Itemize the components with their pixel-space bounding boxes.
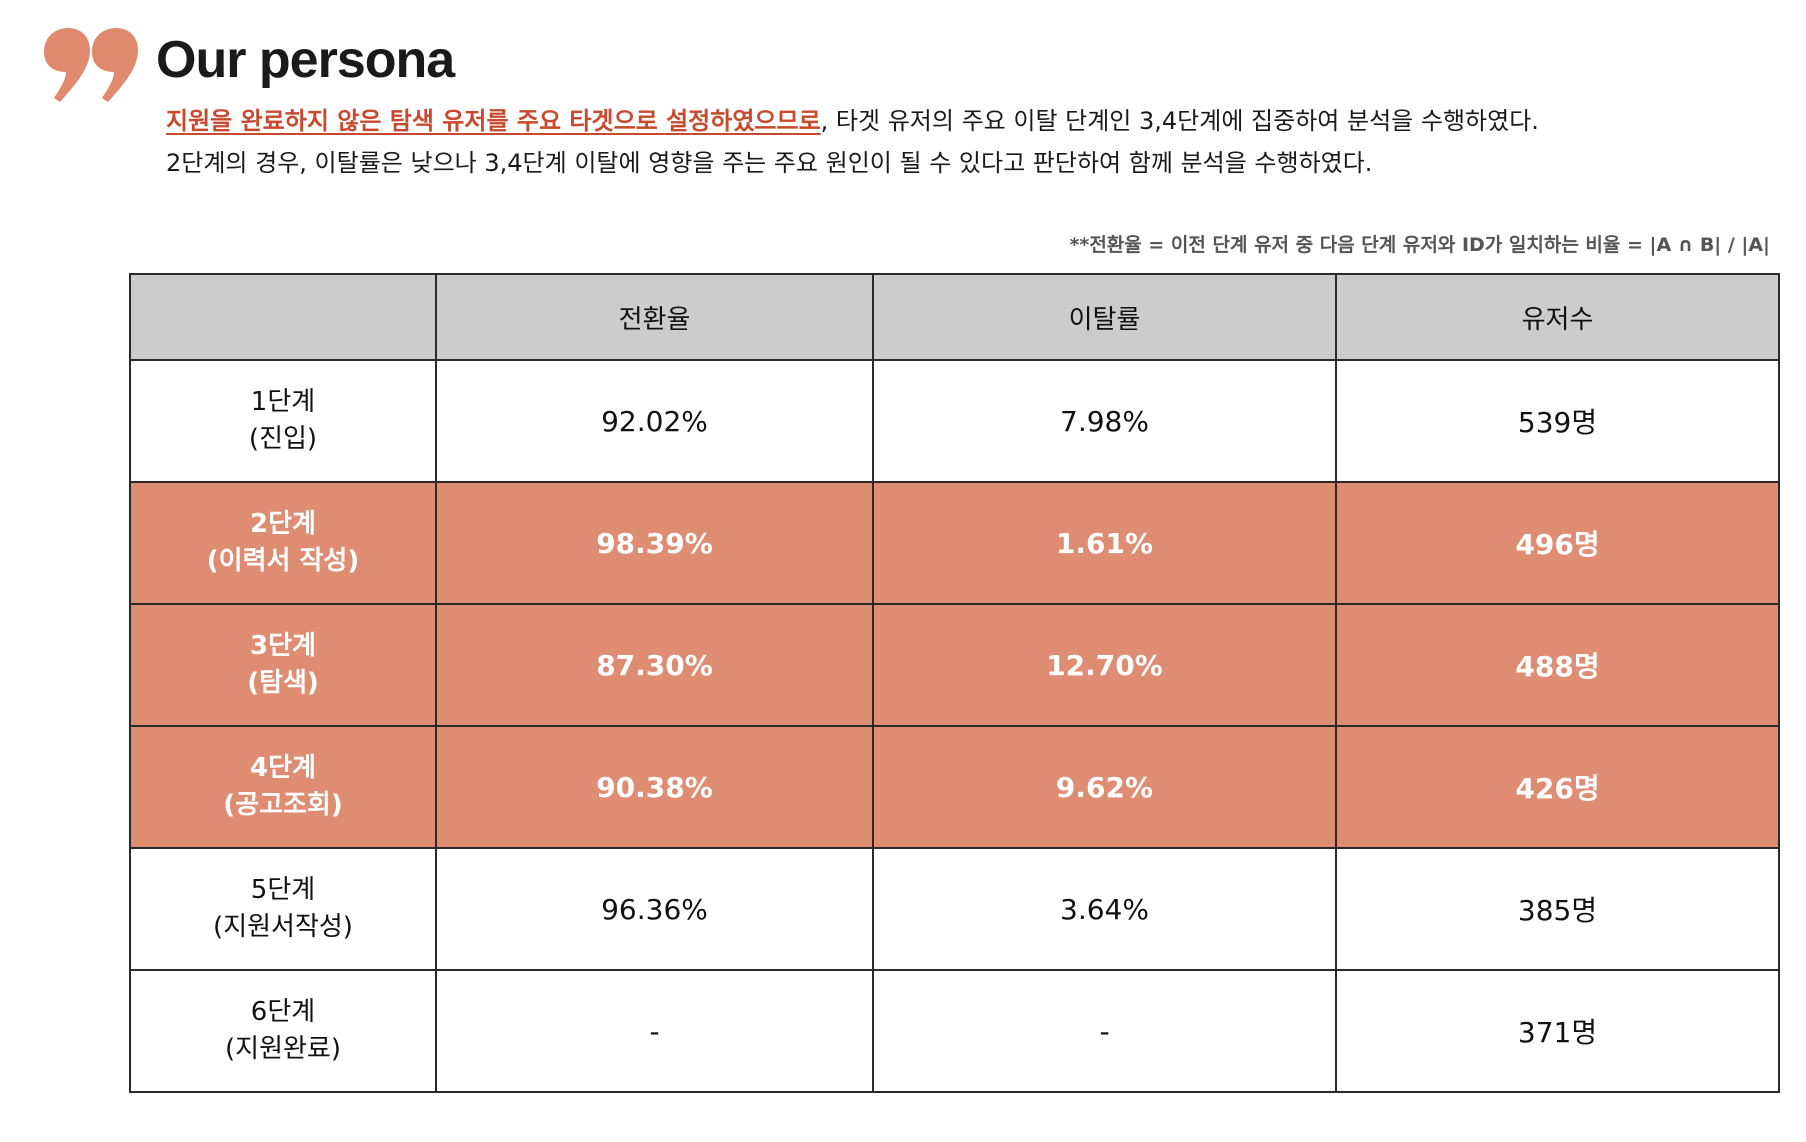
table-row: 5단계 (지원서작성) 96.36% 3.64% 385명 xyxy=(129,847,1780,971)
stage-name: (이력서 작성) xyxy=(206,546,360,576)
description-line-1: 지원을 완료하지 않은 탐색 유저를 주요 타겟으로 설정하였으므로, 타겟 유… xyxy=(166,100,1746,142)
stage-number: 2단계 xyxy=(250,509,316,539)
stage-cell: 3단계 (탐색) xyxy=(129,603,437,727)
churn-cell: 9.62% xyxy=(872,725,1337,849)
table-row: 6단계 (지원완료) - - 371명 xyxy=(129,969,1780,1093)
churn-cell: 7.98% xyxy=(872,359,1337,483)
description-line-1-rest: , 타겟 유저의 주요 이탈 단계인 3,4단계에 집중하여 분석을 수행하였다… xyxy=(820,107,1539,135)
conversion-footnote: **전환율 = 이전 단계 유저 중 다음 단계 유저와 ID가 일치하는 비율… xyxy=(1069,234,1770,256)
description-line-2: 2단계의 경우, 이탈률은 낮으나 3,4단계 이탈에 영향을 주는 주요 원인… xyxy=(166,149,1373,177)
stage-number: 4단계 xyxy=(250,753,316,783)
churn-cell: - xyxy=(872,969,1337,1093)
column-header-users: 유저수 xyxy=(1335,273,1780,361)
stage-cell: 4단계 (공고조회) xyxy=(129,725,437,849)
description-highlight: 지원을 완료하지 않은 탐색 유저를 주요 타겟으로 설정하였으므로 xyxy=(166,107,821,135)
stage-cell: 5단계 (지원서작성) xyxy=(129,847,437,971)
stage-cell: 6단계 (지원완료) xyxy=(129,969,437,1093)
stage-name: (지원완료) xyxy=(225,1034,341,1064)
column-header-conversion: 전환율 xyxy=(435,273,874,361)
table-row: 1단계 (진입) 92.02% 7.98% 539명 xyxy=(129,359,1780,483)
users-cell: 426명 xyxy=(1335,725,1780,849)
description: 지원을 완료하지 않은 탐색 유저를 주요 타겟으로 설정하였으므로, 타겟 유… xyxy=(166,100,1746,184)
conversion-cell: - xyxy=(435,969,874,1093)
stage-name: (진입) xyxy=(248,424,318,454)
conversion-cell: 90.38% xyxy=(435,725,874,849)
column-header-churn: 이탈률 xyxy=(872,273,1337,361)
quote-icon xyxy=(44,28,138,102)
stage-name: (탐색) xyxy=(247,668,319,698)
conversion-cell: 98.39% xyxy=(435,481,874,605)
column-header-stage xyxy=(129,273,437,361)
page-title: Our persona xyxy=(156,31,455,89)
table-row: 4단계 (공고조회) 90.38% 9.62% 426명 xyxy=(129,725,1780,849)
table-row: 2단계 (이력서 작성) 98.39% 1.61% 496명 xyxy=(129,481,1780,605)
churn-cell: 12.70% xyxy=(872,603,1337,727)
stage-name: (지원서작성) xyxy=(213,912,353,942)
users-cell: 496명 xyxy=(1335,481,1780,605)
users-cell: 371명 xyxy=(1335,969,1780,1093)
table-header-row: 전환율 이탈률 유저수 xyxy=(129,273,1780,361)
users-cell: 385명 xyxy=(1335,847,1780,971)
persona-funnel-table: 전환율 이탈률 유저수 1단계 (진입) 92.02% 7.98% 539명 2단… xyxy=(129,273,1780,1093)
conversion-cell: 92.02% xyxy=(435,359,874,483)
users-cell: 539명 xyxy=(1335,359,1780,483)
stage-cell: 1단계 (진입) xyxy=(129,359,437,483)
churn-cell: 1.61% xyxy=(872,481,1337,605)
table-body: 1단계 (진입) 92.02% 7.98% 539명 2단계 (이력서 작성) 98… xyxy=(129,359,1780,1093)
conversion-cell: 96.36% xyxy=(435,847,874,971)
table-row: 3단계 (탐색) 87.30% 12.70% 488명 xyxy=(129,603,1780,727)
users-cell: 488명 xyxy=(1335,603,1780,727)
stage-cell: 2단계 (이력서 작성) xyxy=(129,481,437,605)
stage-name: (공고조회) xyxy=(223,790,343,820)
stage-number: 6단계 xyxy=(250,997,316,1027)
stage-number: 3단계 xyxy=(250,631,316,661)
stage-number: 5단계 xyxy=(250,875,316,905)
churn-cell: 3.64% xyxy=(872,847,1337,971)
stage-number: 1단계 xyxy=(250,387,316,417)
conversion-cell: 87.30% xyxy=(435,603,874,727)
